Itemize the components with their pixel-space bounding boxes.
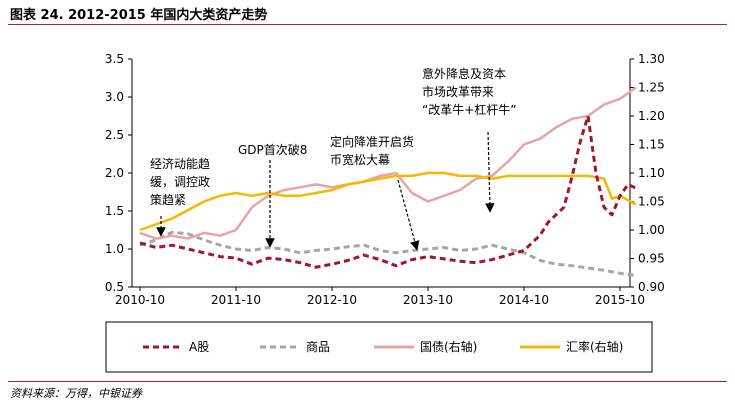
left-tick-label: 1.0: [105, 242, 124, 256]
right-tick-label: 1.00: [638, 223, 665, 237]
legend-label: 国债(右轴): [420, 339, 477, 354]
series-line-2: [139, 86, 637, 240]
annotation-text: “改革牛+杠杆牛”: [422, 102, 517, 117]
x-tick-label: 2011-10: [211, 293, 261, 307]
annotation-text: 市场改革带来: [422, 84, 494, 99]
x-axis-ticks: 2010-10 2011-10 2012-10 2013-10 2014-10 2015-…: [115, 287, 645, 307]
left-tick-label: 2.0: [105, 166, 124, 180]
bottom-rule: [8, 381, 727, 382]
legend: A股 商品 国债(右轴) 汇率(右轴): [143, 339, 623, 354]
legend-label: 商品: [306, 339, 330, 354]
x-tick-label: 2014-10: [499, 293, 549, 307]
x-tick-label: 2012-10: [307, 293, 357, 307]
annotation-text: 意外降息及资本: [422, 66, 506, 81]
legend-label: 汇率(右轴): [566, 339, 623, 354]
right-tick-label: 1.20: [638, 109, 665, 123]
annotation-text: 经济动能趋: [150, 156, 210, 171]
series-line-1: [139, 230, 637, 278]
annotation-text: 币宽松大幕: [330, 152, 390, 167]
chart-axes: [131, 59, 631, 288]
left-tick-label: 3.5: [105, 52, 124, 66]
figure-title: 图表 24. 2012-2015 年国内大类资产走势: [10, 8, 268, 23]
title-rule: [8, 24, 727, 25]
annotation-arrow: [485, 131, 495, 213]
annotation-arrows: [156, 131, 495, 251]
annotation-text: 定向降准开启货: [330, 134, 414, 149]
source-note: 资料来源：万得，中银证券: [10, 387, 142, 400]
x-tick-label: 2010-10: [115, 293, 165, 307]
right-tick-label: 1.30: [638, 52, 665, 66]
series-line-3: [139, 171, 637, 232]
left-axis-ticks: 0.5 1.0 1.5 2.0 2.5 3.0 3.5: [105, 52, 132, 294]
x-tick-label: 2015-10: [595, 293, 645, 307]
right-tick-label: 0.90: [638, 280, 665, 294]
left-tick-label: 2.5: [105, 128, 124, 142]
annotation-text: 策趋紧: [150, 193, 186, 207]
left-tick-label: 3.0: [105, 90, 124, 104]
right-tick-label: 0.95: [638, 252, 665, 266]
right-axis-ticks: 0.90 0.95 1.00 1.05 1.10 1.15 1.20 1.25 1.30: [630, 52, 665, 294]
annotation-arrow: [397, 179, 420, 251]
x-tick-label: 2013-10: [403, 293, 453, 307]
left-tick-label: 1.5: [105, 204, 124, 218]
left-tick-label: 0.5: [105, 280, 124, 294]
right-tick-label: 1.05: [638, 195, 665, 209]
right-tick-label: 1.25: [638, 81, 665, 95]
annotation-text: 缓，调控政: [150, 175, 210, 189]
series-lines: [139, 86, 637, 278]
right-tick-label: 1.15: [638, 138, 665, 152]
legend-label: A股: [189, 340, 209, 354]
annotation-text: GDP首次破8: [238, 142, 307, 157]
right-tick-label: 1.10: [638, 166, 665, 180]
